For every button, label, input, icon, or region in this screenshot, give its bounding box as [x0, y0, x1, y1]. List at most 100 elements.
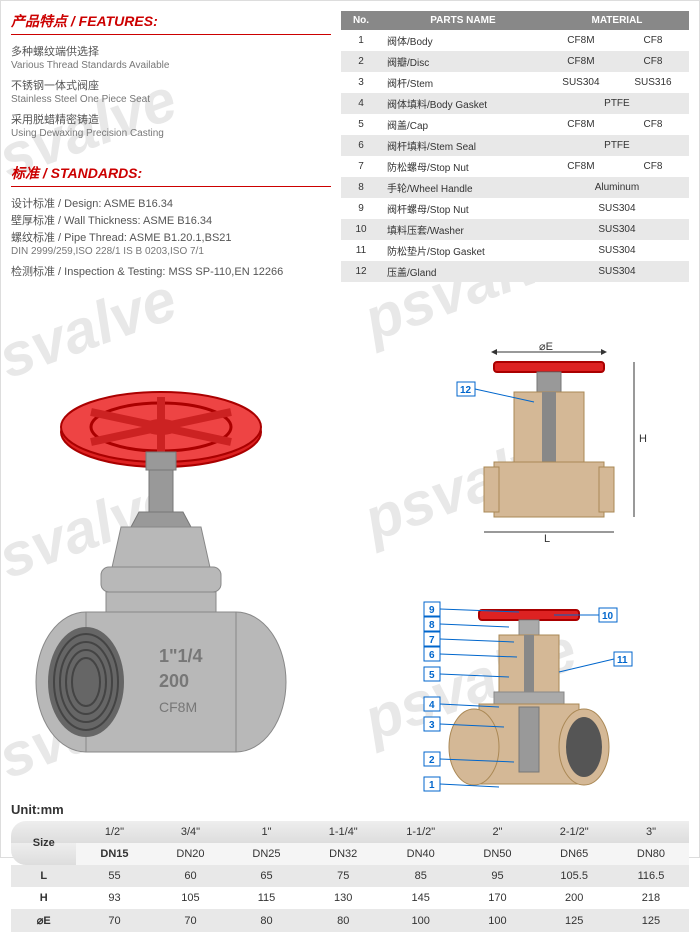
standard-line: 设计标准 / Design: ASME B16.34	[11, 195, 331, 211]
features-list: 多种螺纹端供选择Various Thread Standards Availab…	[11, 43, 331, 139]
svg-text:L: L	[544, 533, 550, 542]
standard-sub: DIN 2999/259,ISO 228/1 IS B 0203,ISO 7/1	[11, 246, 331, 257]
size-cell: 105	[152, 887, 228, 909]
size-cell: 60	[152, 865, 228, 887]
size-cell: 70	[152, 909, 228, 932]
parts-header-material: MATERIAL	[545, 11, 689, 30]
size-cell: 170	[459, 887, 535, 909]
svg-text:1: 1	[429, 780, 435, 791]
size-cell: 1/2"	[76, 821, 152, 843]
svg-text:8: 8	[429, 620, 435, 631]
size-cell: 125	[613, 909, 689, 932]
svg-text:9: 9	[429, 605, 435, 616]
size-row: L556065758595105.5116.5	[11, 865, 689, 887]
size-cell: 95	[459, 865, 535, 887]
size-cell: 80	[304, 909, 381, 932]
size-cell: 85	[382, 865, 459, 887]
svg-text:3: 3	[429, 720, 435, 731]
size-cell: DN15	[76, 843, 152, 865]
size-cell: 65	[228, 865, 304, 887]
size-cell: 200	[535, 887, 612, 909]
left-column: 产品特点 / FEATURES: 多种螺纹端供选择Various Thread …	[11, 11, 331, 282]
parts-row: 6阀杆填料/Stem SealPTFE	[341, 135, 689, 156]
size-row: Size1/2"3/4"1"1-1/4"1-1/2"2"2-1/2"3"	[11, 821, 689, 843]
size-cell: 93	[76, 887, 152, 909]
parts-row: 8手轮/Wheel HandleAluminum	[341, 177, 689, 198]
size-cell: 2"	[459, 821, 535, 843]
size-cell: 1-1/2"	[382, 821, 459, 843]
size-cell: 55	[76, 865, 152, 887]
parts-header-name: PARTS NAME	[381, 11, 545, 30]
parts-column: No. PARTS NAME MATERIAL 1阀体/BodyCF8MCF82…	[341, 11, 689, 282]
size-cell: 80	[228, 909, 304, 932]
size-cell: DN80	[613, 843, 689, 865]
size-cell: 116.5	[613, 865, 689, 887]
parts-header-no: No.	[341, 11, 381, 30]
parts-row: 1阀体/BodyCF8MCF8	[341, 30, 689, 51]
size-cell: 3/4"	[152, 821, 228, 843]
size-cell: DN32	[304, 843, 381, 865]
size-cell: 2-1/2"	[535, 821, 612, 843]
size-cell: 1-1/4"	[304, 821, 381, 843]
size-cell: 100	[382, 909, 459, 932]
standard-line: 检测标准 / Inspection & Testing: MSS SP-110,…	[11, 263, 331, 279]
svg-text:11: 11	[617, 655, 628, 666]
size-cell: DN20	[152, 843, 228, 865]
size-cell: 105.5	[535, 865, 612, 887]
parts-row: 5阀盖/CapCF8MCF8	[341, 114, 689, 135]
size-row: ⌀E70708080100100125125	[11, 909, 689, 932]
svg-text:2: 2	[429, 755, 435, 766]
feature-cn: 不锈钢一体式阀座	[11, 77, 331, 93]
diagram-area: 1"1/4 200 CF8M ⌀E H L	[1, 302, 699, 802]
svg-text:200: 200	[159, 671, 189, 691]
standard-line: 螺纹标准 / Pipe Thread: ASME B1.20.1,BS21	[11, 229, 331, 245]
parts-row: 4阀体填料/Body GasketPTFE	[341, 93, 689, 114]
cutaway-diagram: 9 8 7 6 5 4 3 2 1 10 11	[399, 592, 659, 812]
parts-row: 7防松螺母/Stop NutCF8MCF8	[341, 156, 689, 177]
dimension-diagram: ⌀E H L 12	[439, 342, 659, 542]
feature-en: Various Thread Standards Available	[11, 60, 331, 71]
feature-cn: 多种螺纹端供选择	[11, 43, 331, 59]
size-cell: DN50	[459, 843, 535, 865]
size-cell: 3"	[613, 821, 689, 843]
size-cell: DN65	[535, 843, 612, 865]
parts-row: 2阀瓣/DiscCF8MCF8	[341, 51, 689, 72]
size-cell: 218	[613, 887, 689, 909]
valve-photo: 1"1/4 200 CF8M	[31, 372, 291, 792]
size-table: Size1/2"3/4"1"1-1/4"1-1/2"2"2-1/2"3"DN15…	[11, 821, 689, 932]
svg-text:6: 6	[429, 650, 435, 661]
svg-text:H: H	[639, 433, 647, 445]
svg-text:⌀E: ⌀E	[539, 342, 553, 353]
standards-list: 设计标准 / Design: ASME B16.34壁厚标准 / Wall Th…	[11, 195, 331, 279]
size-cell: DN40	[382, 843, 459, 865]
size-cell: 145	[382, 887, 459, 909]
features-title: 产品特点 / FEATURES:	[11, 11, 331, 35]
size-cell: 130	[304, 887, 381, 909]
parts-row: 11防松垫片/Stop GasketSUS304	[341, 240, 689, 261]
svg-text:CF8M: CF8M	[159, 699, 197, 715]
size-row: H93105115130145170200218	[11, 887, 689, 909]
size-cell: DN25	[228, 843, 304, 865]
parts-row: 9阀杆螺母/Stop NutSUS304	[341, 198, 689, 219]
svg-text:4: 4	[429, 700, 435, 711]
size-cell: 1"	[228, 821, 304, 843]
standard-line: 壁厚标准 / Wall Thickness: ASME B16.34	[11, 212, 331, 228]
size-section: Unit:mm Size1/2"3/4"1"1-1/4"1-1/2"2"2-1/…	[1, 802, 699, 942]
parts-table: No. PARTS NAME MATERIAL 1阀体/BodyCF8MCF82…	[341, 11, 689, 282]
svg-text:1"1/4: 1"1/4	[159, 646, 203, 666]
parts-row: 10填料压套/WasherSUS304	[341, 219, 689, 240]
svg-text:10: 10	[602, 611, 614, 622]
parts-row: 3阀杆/StemSUS304SUS316	[341, 72, 689, 93]
size-cell: 115	[228, 887, 304, 909]
parts-row: 12压盖/GlandSUS304	[341, 261, 689, 282]
size-cell: 100	[459, 909, 535, 932]
svg-text:7: 7	[429, 635, 435, 646]
size-row: DN15DN20DN25DN32DN40DN50DN65DN80	[11, 843, 689, 865]
size-cell: 125	[535, 909, 612, 932]
feature-en: Stainless Steel One Piece Seat	[11, 94, 331, 105]
feature-cn: 采用脱蜡精密铸造	[11, 111, 331, 127]
svg-text:5: 5	[429, 670, 435, 681]
standards-title: 标准 / STANDARDS:	[11, 163, 331, 187]
size-cell: 75	[304, 865, 381, 887]
feature-en: Using Dewaxing Precision Casting	[11, 128, 331, 139]
